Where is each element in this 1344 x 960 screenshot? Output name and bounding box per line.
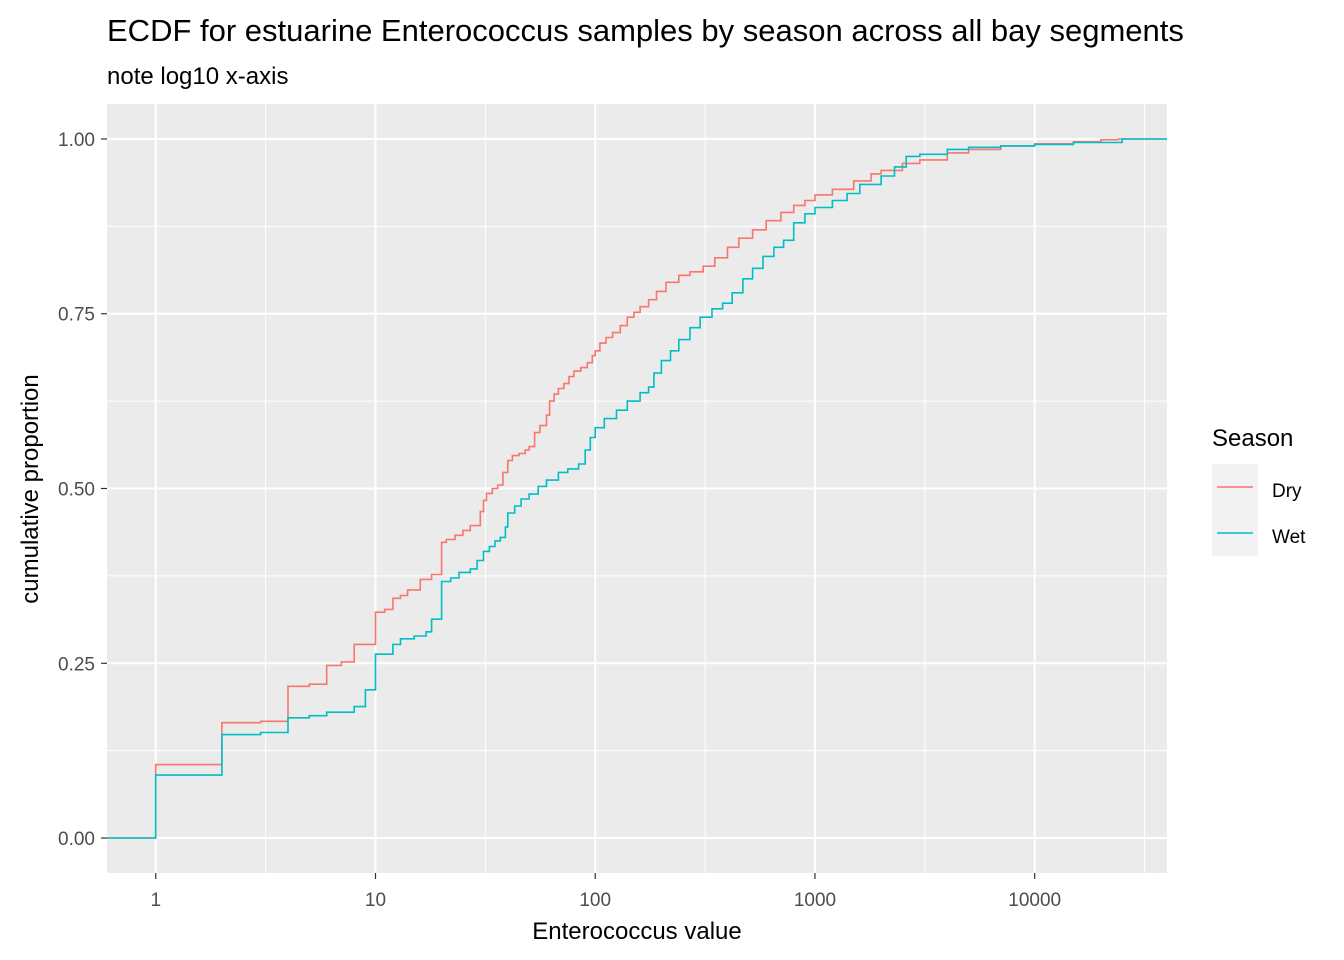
x-tick-label: 1000: [794, 890, 836, 911]
x-tick-label: 10000: [1008, 890, 1061, 911]
chart-subtitle: note log10 x-axis: [107, 63, 288, 90]
legend: Season Dry Wet: [1212, 425, 1306, 556]
y-tick-label: 0.00: [58, 829, 95, 850]
y-tick-label: 0.50: [58, 480, 95, 501]
series-line-wet: [107, 138, 1167, 839]
y-tick-label: 0.25: [58, 654, 95, 675]
legend-title: Season: [1212, 425, 1293, 452]
x-tick-label: 1: [150, 890, 161, 911]
x-tick-label: 100: [579, 890, 611, 911]
x-axis-title: Enterococcus value: [532, 918, 741, 945]
x-tick-label: 10: [365, 890, 386, 911]
series-line-dry: [107, 138, 1167, 839]
y-tick-label: 1.00: [58, 130, 95, 151]
y-axis-title: cumulative proportion: [17, 374, 44, 603]
grid-major: [107, 104, 1167, 873]
legend-label-dry: Dry: [1272, 481, 1302, 502]
series-layer: [107, 138, 1167, 839]
y-tick-label: 0.75: [58, 305, 95, 326]
axis-ticks: 1 10 100 1000 10000 0.00 0.25 0.50 0.75 1.00: [58, 130, 1061, 911]
legend-label-wet: Wet: [1272, 527, 1306, 548]
chart-title: ECDF for estuarine Enterococcus samples …: [107, 13, 1184, 48]
